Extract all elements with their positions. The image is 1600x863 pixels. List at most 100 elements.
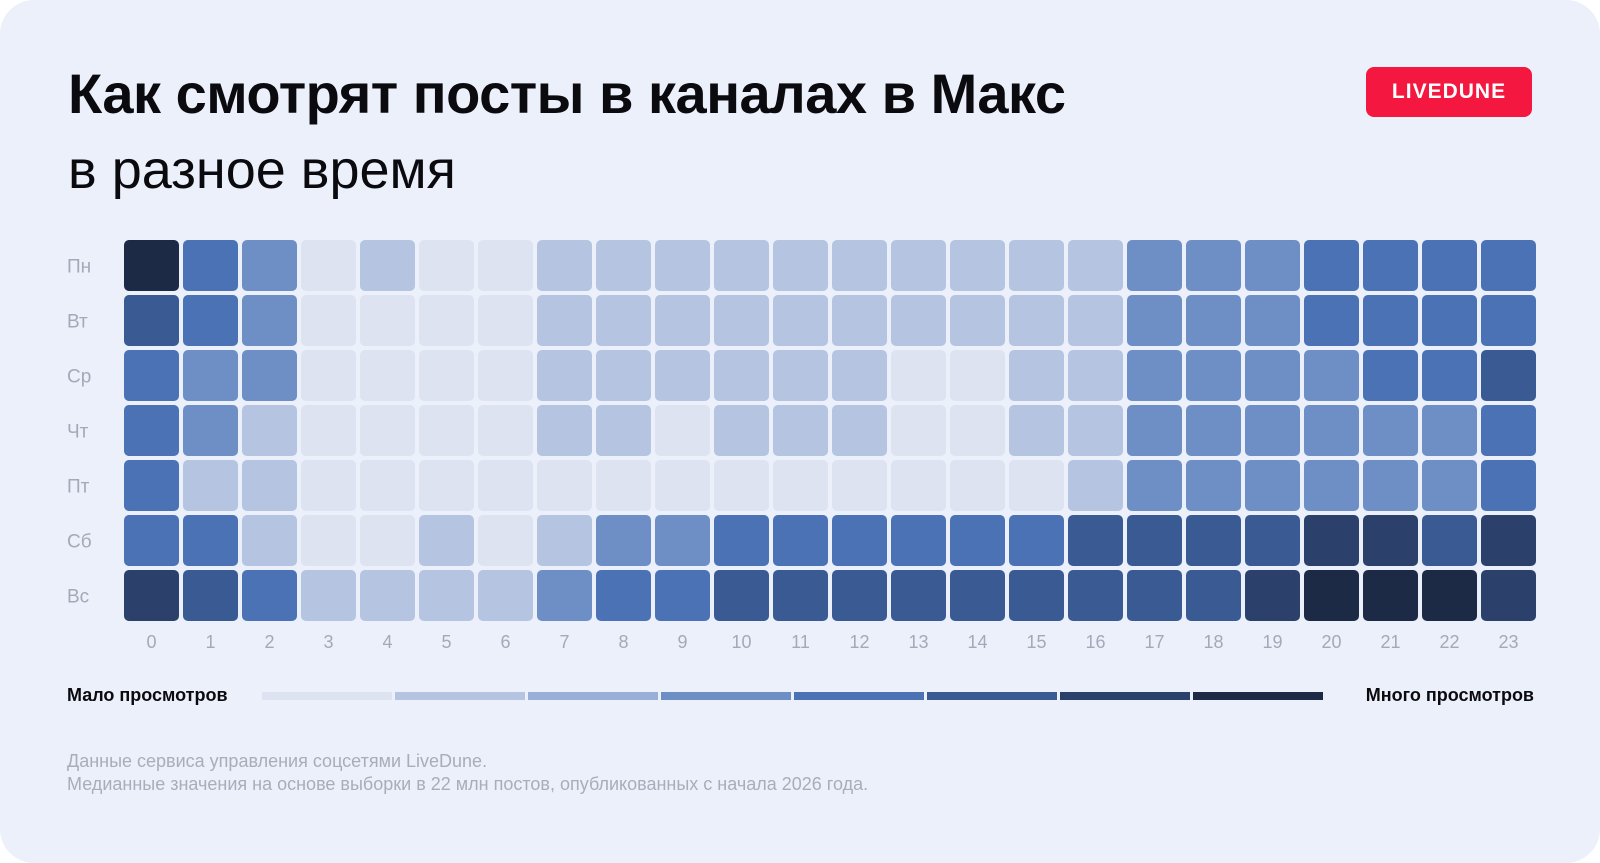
heatmap-cell bbox=[1009, 460, 1064, 511]
heatmap-cell bbox=[360, 295, 415, 346]
heatmap-cell bbox=[655, 460, 710, 511]
heatmap-cell bbox=[301, 515, 356, 566]
heatmap-cell bbox=[1127, 295, 1182, 346]
heatmap-cell bbox=[183, 350, 238, 401]
heatmap-cell bbox=[183, 460, 238, 511]
heatmap-cell bbox=[1481, 295, 1536, 346]
heatmap-cell bbox=[301, 240, 356, 291]
heatmap-cell bbox=[537, 460, 592, 511]
x-tick-label: 11 bbox=[791, 632, 810, 652]
heatmap-cell bbox=[537, 240, 592, 291]
heatmap-cell bbox=[360, 515, 415, 566]
heatmap-cell bbox=[596, 240, 651, 291]
heatmap-cell bbox=[301, 570, 356, 621]
heatmap-cell bbox=[1245, 350, 1300, 401]
heatmap-cell bbox=[301, 460, 356, 511]
x-tick-label: 4 bbox=[382, 632, 392, 652]
heatmap-cell bbox=[242, 405, 297, 456]
heatmap-cell bbox=[714, 295, 769, 346]
heatmap-cell bbox=[714, 405, 769, 456]
x-tick-label: 23 bbox=[1498, 632, 1518, 652]
heatmap-cell bbox=[183, 240, 238, 291]
heatmap-cell bbox=[1422, 460, 1477, 511]
heatmap-cell bbox=[478, 460, 533, 511]
heatmap-cell bbox=[478, 240, 533, 291]
chart-title: Как смотрят посты в каналах в Макс bbox=[68, 62, 1066, 125]
heatmap-cell bbox=[655, 240, 710, 291]
heatmap-cell bbox=[832, 350, 887, 401]
heatmap-cell bbox=[1245, 515, 1300, 566]
heatmap-cell bbox=[773, 295, 828, 346]
heatmap-cell bbox=[360, 460, 415, 511]
row-label-5: Сб bbox=[67, 532, 92, 553]
row-label-0: Пн bbox=[67, 257, 91, 278]
heatmap-cell bbox=[832, 295, 887, 346]
heatmap-cell bbox=[360, 350, 415, 401]
heatmap-cell bbox=[773, 570, 828, 621]
heatmap-cell bbox=[655, 405, 710, 456]
heatmap-cell bbox=[773, 350, 828, 401]
heatmap-cell bbox=[950, 515, 1005, 566]
heatmap-cell bbox=[1068, 515, 1123, 566]
heatmap-cell bbox=[124, 405, 179, 456]
heatmap-cell bbox=[124, 295, 179, 346]
heatmap-cell bbox=[1186, 295, 1241, 346]
heatmap-cell bbox=[1186, 460, 1241, 511]
heatmap-cell bbox=[124, 570, 179, 621]
heatmap-cell bbox=[773, 515, 828, 566]
heatmap-cell bbox=[1363, 405, 1418, 456]
heatmap-cell bbox=[1481, 405, 1536, 456]
row-label-6: Вс bbox=[67, 587, 89, 608]
heatmap-cell bbox=[124, 350, 179, 401]
heatmap-cell bbox=[1481, 240, 1536, 291]
heatmap-cell bbox=[1127, 515, 1182, 566]
x-tick-label: 9 bbox=[677, 632, 687, 652]
heatmap-cell bbox=[301, 350, 356, 401]
heatmap-cell bbox=[1068, 570, 1123, 621]
heatmap-cell bbox=[537, 405, 592, 456]
heatmap-cell bbox=[537, 350, 592, 401]
heatmap-cell bbox=[301, 405, 356, 456]
heatmap-cell bbox=[1245, 460, 1300, 511]
heatmap-cell bbox=[832, 405, 887, 456]
heatmap-cell bbox=[655, 350, 710, 401]
x-tick-label: 7 bbox=[559, 632, 569, 652]
heatmap-cell bbox=[1481, 515, 1536, 566]
legend-color-scale bbox=[262, 692, 1323, 700]
heatmap-cell bbox=[714, 515, 769, 566]
heatmap-cell bbox=[1481, 350, 1536, 401]
heatmap-cell bbox=[891, 405, 946, 456]
heatmap-cell bbox=[1068, 405, 1123, 456]
chart-subtitle: в разное время bbox=[68, 140, 456, 200]
heatmap-cell bbox=[1304, 460, 1359, 511]
legend-segment-5 bbox=[794, 692, 924, 700]
heatmap-cell bbox=[1363, 570, 1418, 621]
heatmap-cell bbox=[596, 515, 651, 566]
heatmap-cell bbox=[1186, 570, 1241, 621]
legend-high-label: Много просмотров bbox=[1365, 685, 1534, 705]
x-tick-label: 2 bbox=[264, 632, 274, 652]
heatmap-cell bbox=[714, 460, 769, 511]
heatmap-cell bbox=[419, 240, 474, 291]
heatmap-cell bbox=[1245, 240, 1300, 291]
heatmap-cell bbox=[1009, 240, 1064, 291]
heatmap-cell bbox=[832, 570, 887, 621]
x-tick-label: 16 bbox=[1085, 632, 1105, 652]
row-label-3: Чт bbox=[67, 422, 89, 443]
footnote: Данные сервиса управления соцсетями Live… bbox=[67, 750, 868, 796]
heatmap-cell bbox=[832, 515, 887, 566]
heatmap-cell bbox=[1127, 460, 1182, 511]
x-tick-label: 6 bbox=[500, 632, 510, 652]
x-tick-label: 5 bbox=[441, 632, 451, 652]
heatmap-cell bbox=[1245, 295, 1300, 346]
heatmap-cell bbox=[1363, 295, 1418, 346]
heatmap-cell bbox=[714, 240, 769, 291]
heatmap-cell bbox=[1304, 240, 1359, 291]
heatmap-cell bbox=[1304, 515, 1359, 566]
heatmap-cell bbox=[1068, 460, 1123, 511]
heatmap-cell bbox=[1186, 240, 1241, 291]
x-tick-label: 14 bbox=[967, 632, 987, 652]
x-tick-label: 18 bbox=[1203, 632, 1223, 652]
heatmap-cell bbox=[1068, 295, 1123, 346]
heatmap-cell bbox=[183, 515, 238, 566]
